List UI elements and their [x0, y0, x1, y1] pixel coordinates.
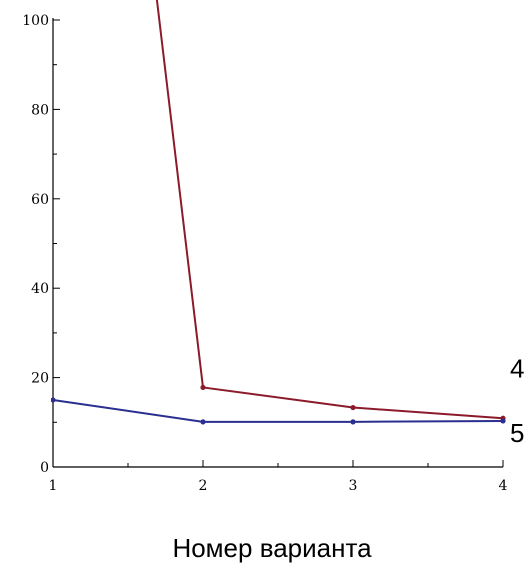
x-axis-ticks: 1 2 3 4: [49, 460, 508, 494]
data-point-5: [51, 397, 56, 403]
series-line-5: [52, 398, 504, 423]
data-point-5: [350, 419, 356, 425]
data-point-4: [350, 404, 356, 411]
y-tick-label: 60: [31, 192, 49, 208]
data-point-5: [500, 418, 506, 424]
data-point-5: [200, 419, 206, 425]
x-tick-label: 1: [49, 478, 58, 494]
y-tick-label: 80: [31, 102, 49, 118]
series-label-layer: 45: [510, 353, 524, 448]
x-tick-label: 2: [199, 478, 208, 494]
y-tick-label: 100: [22, 13, 49, 29]
series-layer: [51, 0, 506, 425]
data-point-4: [200, 384, 206, 391]
y-tick-label: 40: [31, 281, 49, 297]
x-tick-label: 3: [349, 478, 358, 494]
y-tick-label: 0: [40, 460, 49, 476]
series-line-4: [155, 0, 504, 420]
series-label-5: 5: [510, 418, 524, 448]
series-label-4: 4: [510, 353, 524, 383]
x-tick-label: 4: [499, 478, 508, 494]
y-axis-ticks: 0 20 40 60 80 100: [22, 13, 60, 476]
x-axis-label: Номер варианта: [172, 533, 372, 563]
y-tick-label: 20: [31, 371, 49, 387]
